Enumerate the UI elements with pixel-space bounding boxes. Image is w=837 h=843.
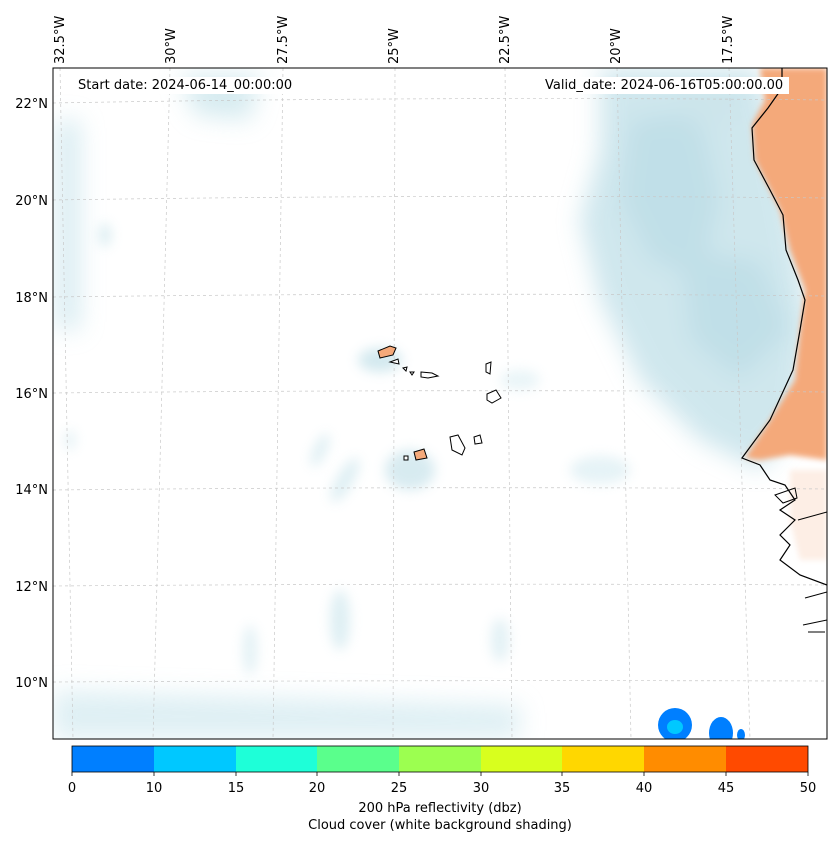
lat-label: 10°N: [15, 676, 48, 691]
lon-label: 17.5°W: [721, 15, 736, 64]
colorbar-segment: [154, 746, 236, 772]
lon-label: 22.5°W: [498, 15, 513, 64]
colorbar-segment: [562, 746, 644, 772]
lon-label: 25°W: [387, 28, 402, 64]
cloud-cover-shading: [53, 68, 810, 739]
colorbar-segment: [72, 746, 154, 772]
colorbar-tick-marks: [71, 772, 809, 776]
colorbar-tick-label: 50: [799, 781, 817, 796]
colorbar-tick-label: 25: [390, 781, 408, 796]
valid-date-label: Valid_date: 2024-06-16T05:00:00.00: [539, 77, 790, 94]
cloud-cover-streaks: [65, 223, 630, 675]
colorbar-segment: [481, 746, 562, 772]
colorbar-segment: [644, 746, 726, 772]
reflectivity-cells: [658, 708, 745, 739]
colorbar-tick-label: 10: [145, 781, 163, 796]
lon-label: 32.5°W: [53, 15, 68, 64]
africa-land: [745, 68, 827, 560]
gridlines: [53, 68, 827, 739]
lat-label: 20°N: [15, 194, 48, 209]
lat-label: 16°N: [15, 387, 48, 402]
colorbar-segment: [399, 746, 481, 772]
colorbar-tick-label: 30: [472, 781, 490, 796]
colorbar-tick-label: 35: [553, 781, 571, 796]
colorbar-segment: [236, 746, 317, 772]
lon-label: 20°W: [609, 28, 624, 64]
cape-verde-islands: [377, 345, 502, 461]
lon-label: 27.5°W: [276, 15, 291, 64]
colorbar-tick-label: 20: [308, 781, 326, 796]
lat-label: 12°N: [15, 580, 48, 595]
colorbar-tick-label: 45: [717, 781, 735, 796]
colorbar-tick-label: 40: [635, 781, 653, 796]
colorbar-border: [71, 745, 809, 773]
lat-label: 14°N: [15, 483, 48, 498]
colorbar: [71, 745, 809, 776]
colorbar-segment: [317, 746, 399, 772]
lat-label: 18°N: [15, 291, 48, 306]
colorbar-label: 200 hPa reflectivity (dbz): [358, 801, 522, 816]
start-date-label: Start date: 2024-06-14_00:00:00: [72, 77, 299, 94]
lon-label: 30°W: [164, 28, 179, 64]
africa-coastline: [741, 68, 827, 586]
colorbar-sublabel: Cloud cover (white background shading): [308, 818, 572, 833]
colorbar-tick-label: 0: [67, 781, 77, 796]
map-border: [52, 67, 828, 740]
lat-label: 22°N: [15, 97, 48, 112]
colorbar-tick-label: 15: [227, 781, 245, 796]
colorbar-segment: [726, 746, 808, 772]
